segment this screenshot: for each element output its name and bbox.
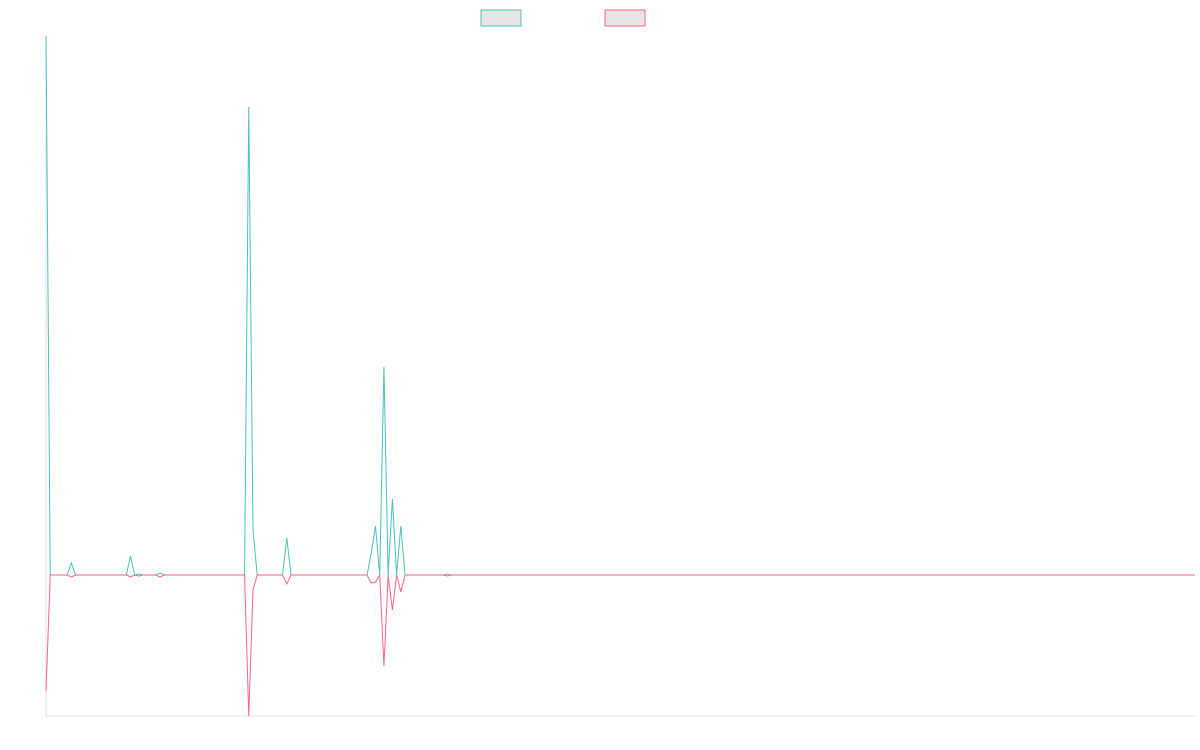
series-line bbox=[45, 573, 1195, 717]
legend-swatch[interactable] bbox=[604, 9, 646, 27]
series-line bbox=[45, 35, 1195, 576]
legend-swatch[interactable] bbox=[480, 9, 522, 27]
